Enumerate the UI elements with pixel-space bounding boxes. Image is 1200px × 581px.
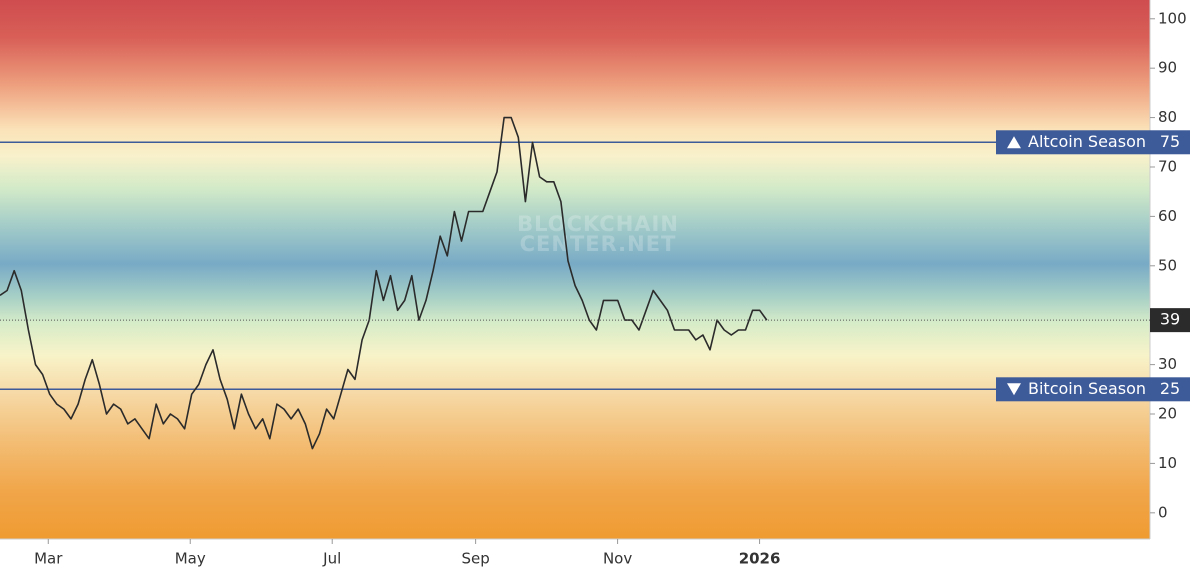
y-tick-label: 80 xyxy=(1158,108,1177,126)
y-tick-label: 20 xyxy=(1158,405,1177,423)
y-tick-label: 90 xyxy=(1158,59,1177,77)
last-value-box xyxy=(1150,308,1190,333)
threshold-value-box xyxy=(1150,130,1190,155)
watermark-text: BLOCKCHAIN xyxy=(517,212,679,236)
threshold-label-box xyxy=(996,377,1150,402)
index-line xyxy=(0,116,768,450)
y-tick-label: 30 xyxy=(1158,355,1177,373)
x-tick-label: Mar xyxy=(34,550,63,568)
watermark-text: CENTER.NET xyxy=(520,232,677,256)
threshold-value: 75 xyxy=(1160,132,1180,151)
threshold-arrow xyxy=(1007,383,1021,396)
x-tick-label: Nov xyxy=(603,550,632,568)
threshold-value: 25 xyxy=(1160,379,1180,398)
x-tick-label: May xyxy=(175,550,206,568)
x-tick-label: Jul xyxy=(322,550,341,568)
y-tick-label: 50 xyxy=(1158,256,1177,274)
x-tick-label: 2026 xyxy=(739,550,781,568)
threshold-label: Altcoin Season xyxy=(1028,132,1146,151)
threshold-label-box xyxy=(996,130,1150,155)
y-tick-label: 60 xyxy=(1158,207,1177,225)
plot-background xyxy=(0,0,1150,539)
threshold-label: Bitcoin Season xyxy=(1028,379,1146,398)
y-tick-label: 70 xyxy=(1158,157,1177,175)
y-tick-label: 100 xyxy=(1158,9,1187,27)
x-tick-label: Sep xyxy=(461,550,489,568)
y-tick-label: 0 xyxy=(1158,503,1168,521)
threshold-arrow xyxy=(1007,136,1021,149)
y-tick-label: 10 xyxy=(1158,454,1177,472)
last-value-label: 39 xyxy=(1160,310,1180,329)
threshold-value-box xyxy=(1150,377,1190,402)
